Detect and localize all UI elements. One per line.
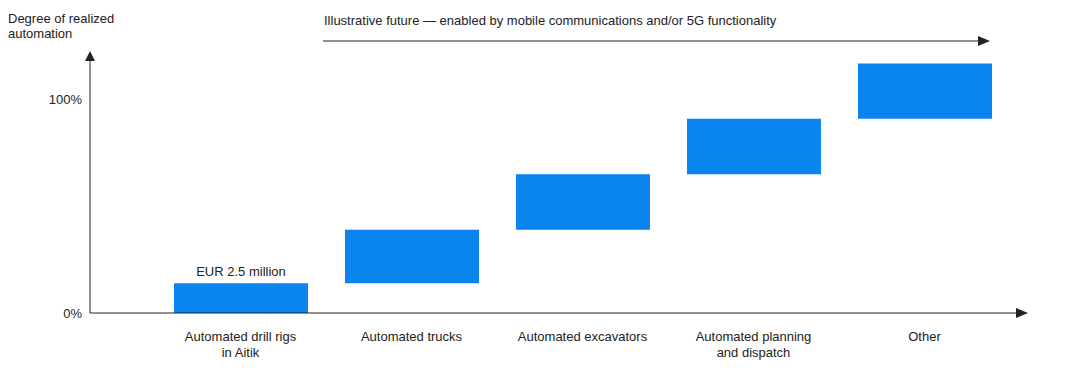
svg-text:Automated drill rigsin Aitik: Automated drill rigsin Aitik (185, 329, 297, 360)
svg-text:Illustrative future — enabled: Illustrative future — enabled by mobile … (324, 13, 777, 28)
svg-text:Automated planningand dispatch: Automated planningand dispatch (696, 329, 812, 360)
svg-text:Automated excavators: Automated excavators (518, 329, 648, 344)
svg-text:Other: Other (908, 329, 941, 344)
svg-text:Degree of realizedautomation: Degree of realizedautomation (8, 11, 114, 41)
svg-text:0%: 0% (63, 306, 82, 321)
svg-text:EUR 2.5 million: EUR 2.5 million (196, 264, 286, 279)
svg-text:100%: 100% (49, 92, 83, 107)
svg-text:Automated trucks: Automated trucks (361, 329, 463, 344)
